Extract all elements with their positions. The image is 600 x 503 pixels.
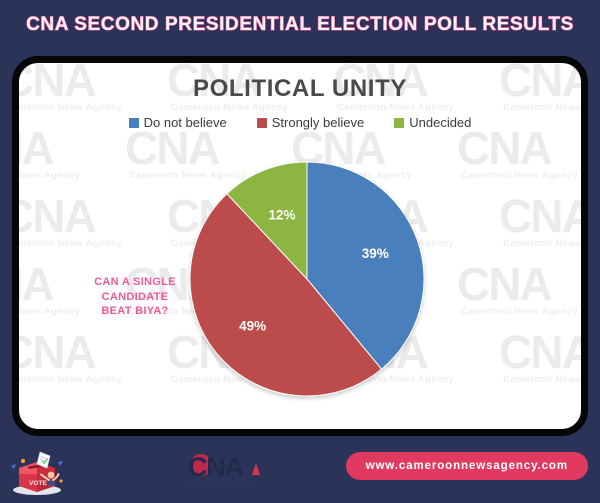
legend-label: Strongly believe <box>271 115 365 130</box>
pie-slice-strongly-believe[interactable] <box>189 193 383 397</box>
watermark-subtitle: Cameroon News Agency <box>503 374 581 385</box>
watermark-subtitle: Cameroon News Agency <box>503 102 581 113</box>
annotation-line-3: BEAT BIYA? <box>101 305 169 318</box>
page-title: CNA SECOND PRESIDENTIAL ELECTION POLL RE… <box>26 13 574 35</box>
header-banner: CNA SECOND PRESIDENTIAL ELECTION POLL RE… <box>0 0 600 50</box>
watermark-subtitle: Cameroon News Agency <box>19 102 123 113</box>
watermark-logo: CNA <box>499 190 581 242</box>
legend-label: Undecided <box>409 115 472 130</box>
website-url-label: www.cameroonnewsagency.com <box>365 460 568 472</box>
legend-item-do-not-believe[interactable]: Do not believe <box>128 115 227 130</box>
watermark-logo: CNA <box>19 326 97 378</box>
chart-card: CNA Cameroon News Agency CNA Cameroon Ne… <box>12 56 588 436</box>
legend-swatch-icon <box>256 117 267 128</box>
ballot-box-label: VOTE <box>29 480 47 487</box>
watermark-subtitle: Cameroon News Agency <box>19 238 123 249</box>
watermark-subtitle: Cameroon News Agency <box>19 374 123 385</box>
chart-title: POLITICAL UNITY <box>193 75 407 102</box>
cna-logo-text: CNA <box>188 452 244 482</box>
cna-logo: CNA Cameroon News Agency <box>188 452 260 488</box>
pie-chart-svg: 39% 49% 12% <box>189 161 425 397</box>
legend-swatch-icon <box>394 117 405 128</box>
legend-item-undecided[interactable]: Undecided <box>394 115 471 130</box>
watermark-subtitle: Cameroon News Agency <box>337 102 455 113</box>
watermark-logo: CNA <box>457 258 553 310</box>
legend-label: Do not believe <box>143 115 227 130</box>
watermark-subtitle: Cameroon News Agency <box>461 306 579 317</box>
watermark-logo: CNA <box>19 122 55 174</box>
legend-item-strongly-believe[interactable]: Strongly believe <box>256 115 365 130</box>
chart-legend: Do not believe Strongly believe Undecide… <box>19 115 581 130</box>
pie-slice-value-label: 49% <box>239 319 266 334</box>
annotation-line-2: CANDIDATE <box>101 290 169 303</box>
pie-slice-value-label: 39% <box>362 246 389 261</box>
annotation-line-1: CAN A SINGLE <box>94 276 176 288</box>
ballot-box-vote-icon: VOTE <box>11 451 63 495</box>
website-url-button[interactable]: www.cameroonnewsagency.com <box>345 452 588 480</box>
watermark-subtitle: Cameroon News Agency <box>461 170 579 181</box>
cna-logo-subtitle: Cameroon News Agency <box>189 482 256 488</box>
pie-slice-do-not-believe[interactable] <box>306 161 425 370</box>
watermark-subtitle: Cameroon News Agency <box>503 238 581 249</box>
footer-bar: VOTE CNA Cameroon News Agency www.camero… <box>0 436 600 503</box>
watermark-logo: CNA <box>19 190 97 242</box>
watermark-logo: CNA <box>499 326 581 378</box>
watermark-logo: CNA <box>457 122 553 174</box>
pie-chart: 39% 49% 12% <box>189 161 425 397</box>
watermark-subtitle: Cameroon News Agency <box>19 170 81 181</box>
watermark-subtitle: Cameroon News Agency <box>171 102 289 113</box>
annotation-question: CAN A SINGLE CANDIDATE BEAT BIYA? <box>71 275 199 319</box>
pie-slice-value-label: 12% <box>268 207 295 222</box>
watermark-logo: CNA <box>19 258 55 310</box>
pie-slice-undecided[interactable] <box>226 161 308 281</box>
legend-swatch-icon <box>128 117 139 128</box>
